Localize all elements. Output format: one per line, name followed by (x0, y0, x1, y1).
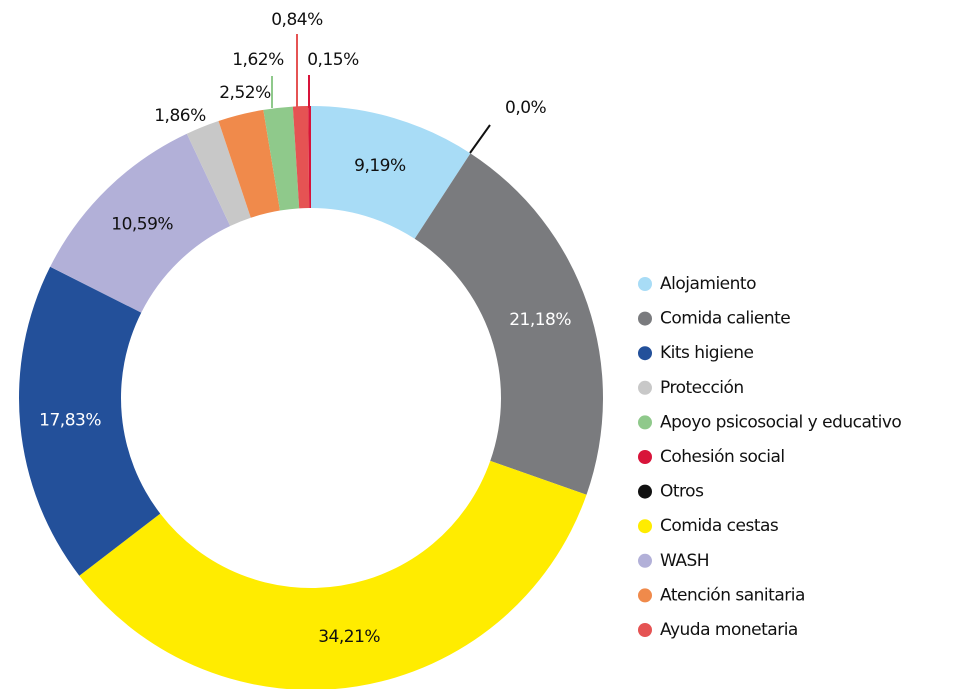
data-label: 1,62% (232, 50, 284, 70)
legend-swatch (638, 519, 652, 534)
legend-label: Cohesión social (660, 447, 785, 467)
data-label: 0,15% (307, 50, 359, 70)
legend-label: Protección (660, 378, 744, 398)
slice (308, 106, 311, 209)
legend-label: Apoyo psicosocial y educativo (660, 412, 901, 432)
slice (263, 106, 300, 211)
legend-swatch (638, 346, 652, 361)
data-label: 10,59% (111, 215, 173, 235)
legend-label: Otros (660, 482, 704, 502)
legend-label: WASH (660, 551, 709, 571)
legend-label: Kits higiene (660, 343, 754, 363)
slice (414, 153, 603, 495)
legend-swatch (638, 380, 652, 395)
legend-swatch (638, 450, 652, 464)
legend-swatch (638, 277, 652, 291)
slice (50, 133, 231, 313)
slice (292, 106, 310, 209)
legend-swatch (638, 415, 652, 430)
slice (186, 121, 251, 227)
leader-line (469, 124, 491, 154)
legend-label: Comida caliente (660, 309, 790, 329)
data-label: 2,52% (219, 83, 271, 103)
data-label: 21,18% (509, 310, 571, 330)
legend-label: Comida cestas (660, 516, 779, 536)
data-label: 1,86% (154, 106, 206, 126)
legend-label: Alojamiento (660, 274, 756, 294)
slice (218, 109, 280, 218)
legend-swatch (638, 623, 652, 637)
legend-swatch (638, 311, 652, 326)
data-label: 34,21% (318, 627, 380, 647)
slice (311, 106, 471, 239)
data-label: 0,84% (271, 10, 323, 30)
slice (79, 460, 587, 689)
slice (19, 266, 161, 576)
legend-swatch (638, 484, 652, 499)
legend-swatch (638, 553, 652, 568)
data-label: 9,19% (354, 156, 406, 176)
data-label: 17,83% (39, 411, 101, 431)
legend-label: Atención sanitaria (660, 585, 805, 605)
legend-label: Ayuda monetaria (660, 620, 798, 640)
data-label: 0,0% (505, 98, 547, 118)
legend-swatch (638, 588, 652, 603)
